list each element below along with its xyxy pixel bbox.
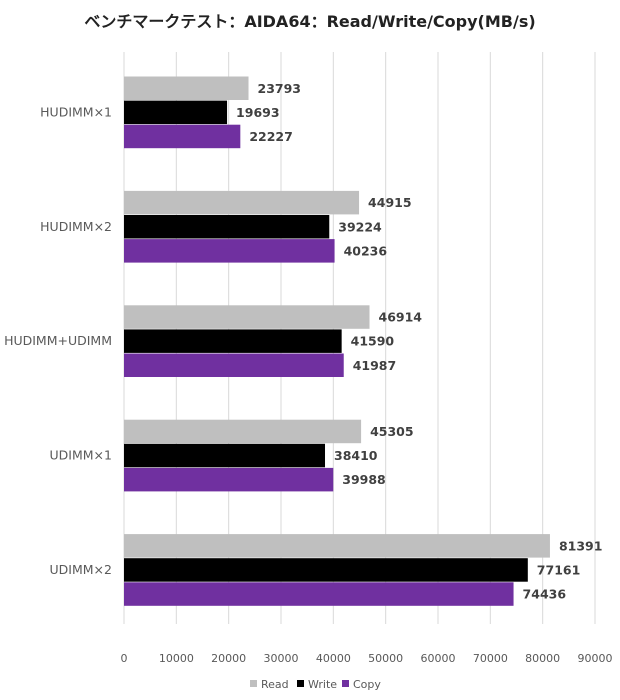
bar-copy <box>124 353 344 377</box>
bar-read <box>124 419 362 444</box>
labels-layer: 23793 19693 22227 44915 39224 40236 46914 41590… <box>236 81 602 602</box>
data-label: 81391 <box>559 538 603 553</box>
bar-write <box>124 558 528 582</box>
data-label: 23793 <box>258 81 302 96</box>
data-label: 40236 <box>344 243 388 258</box>
bar-read <box>124 534 550 558</box>
data-label: 45305 <box>370 424 414 439</box>
legend-swatch-copy <box>342 680 349 687</box>
data-label: 19693 <box>236 105 280 120</box>
data-label: 74436 <box>523 587 567 602</box>
data-label: 22227 <box>249 129 292 144</box>
data-label: 46914 <box>379 310 423 325</box>
x-tick-label: 20000 <box>211 652 246 665</box>
category-label: HUDIMM×2 <box>40 219 112 234</box>
data-label: 41590 <box>351 334 395 349</box>
x-tick-label: 10000 <box>159 652 194 665</box>
bar-copy <box>124 239 335 263</box>
bar-write <box>124 329 342 353</box>
legend: Read Write Copy <box>250 678 381 691</box>
data-label: 39988 <box>342 472 386 487</box>
x-tick-label: 90000 <box>578 652 613 665</box>
chart-title: ベンチマークテスト：AIDA64：Read/Write/Copy(MB/s) <box>84 12 535 31</box>
x-tick-label: 70000 <box>473 652 508 665</box>
axis-layer: 0 10000 20000 30000 40000 50000 60000 70000 8000… <box>4 104 612 665</box>
category-label: UDIMM×2 <box>50 562 112 577</box>
legend-label-read: Read <box>261 678 289 691</box>
legend-label-write: Write <box>308 678 337 691</box>
legend-swatch-read <box>250 680 257 687</box>
data-label: 41987 <box>353 358 397 373</box>
data-label: 39224 <box>338 219 382 234</box>
x-tick-label: 30000 <box>264 652 299 665</box>
bar-write <box>124 443 326 468</box>
x-tick-label: 50000 <box>368 652 403 665</box>
legend-label-copy: Copy <box>353 678 381 691</box>
legend-swatch-write <box>297 680 304 687</box>
bar-write <box>124 215 330 239</box>
category-label: HUDIMM+UDIMM <box>4 333 112 348</box>
bars-layer <box>124 76 550 606</box>
bar-copy <box>124 582 514 606</box>
data-label: 77161 <box>537 562 581 577</box>
category-label: UDIMM×1 <box>50 448 112 463</box>
category-label: HUDIMM×1 <box>40 104 112 119</box>
bar-write <box>124 100 228 125</box>
x-tick-label: 40000 <box>316 652 351 665</box>
x-tick-label: 0 <box>121 652 128 665</box>
bar-read <box>124 76 249 100</box>
bar-copy <box>124 124 241 149</box>
data-label: 38410 <box>334 448 378 463</box>
data-label: 44915 <box>368 195 412 210</box>
bar-read <box>124 190 360 215</box>
x-tick-label: 60000 <box>421 652 456 665</box>
bar-read <box>124 305 370 329</box>
x-tick-label: 80000 <box>525 652 560 665</box>
bar-copy <box>124 467 334 492</box>
